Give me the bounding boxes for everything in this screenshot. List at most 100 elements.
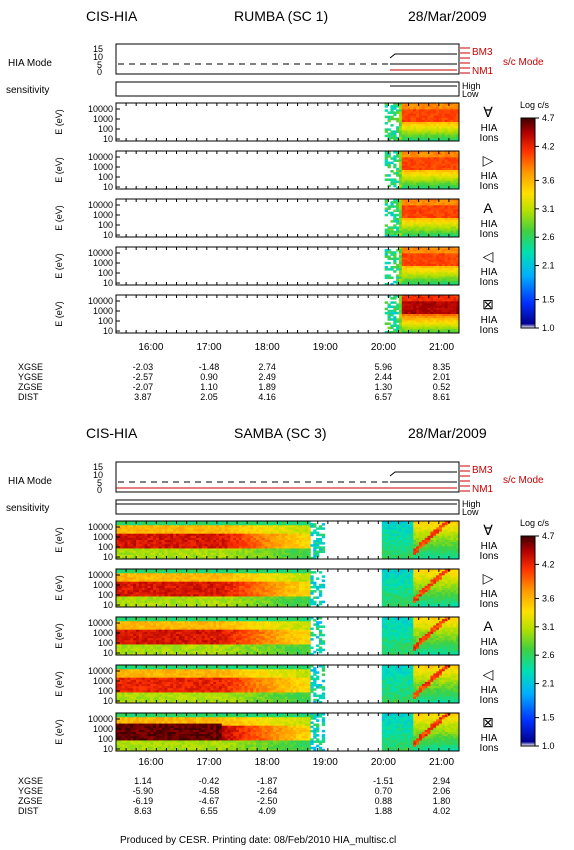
spectrogram-cell — [173, 529, 177, 532]
ephemeris-value: -2.57 — [133, 372, 154, 382]
spectrogram-cell — [444, 165, 448, 169]
spectrogram-cell — [130, 525, 134, 528]
spectrogram-cell — [444, 318, 448, 321]
spectrogram-cell — [387, 155, 391, 158]
spectrogram-cell — [444, 186, 448, 190]
energy-axis-label: E (eV) — [54, 527, 64, 553]
spectrogram-cell — [438, 257, 443, 261]
spectrogram-cell — [456, 153, 460, 156]
spectrogram-cell — [441, 165, 446, 169]
spectrogram-cell — [447, 124, 451, 127]
spectrogram-cell — [153, 552, 157, 556]
spectrogram-cell — [447, 174, 451, 177]
time-tick-label: 16:00 — [138, 342, 163, 353]
spectrogram-cell — [190, 531, 194, 535]
spectrogram-cell — [456, 328, 460, 332]
spectrogram-cell — [241, 554, 246, 558]
spectrogram-cell — [181, 550, 185, 554]
spectrogram-cell — [441, 111, 446, 114]
spectrogram-cell — [133, 537, 137, 541]
spectrogram-cell — [236, 537, 240, 541]
spectrogram-cell — [410, 165, 414, 169]
spectrogram-cell — [238, 546, 243, 549]
spectrogram-cell — [447, 165, 451, 169]
spectrogram-cell — [150, 550, 154, 554]
spectrogram-cell — [447, 228, 451, 232]
spectrogram-cell — [438, 109, 443, 112]
spectrogram-cell — [447, 172, 451, 175]
spectrogram-cell — [236, 550, 240, 554]
spectrogram-cell — [216, 523, 220, 526]
spectrogram-cell — [393, 215, 397, 219]
spectrogram-cell — [167, 521, 171, 524]
spectrogram-cell — [456, 132, 460, 136]
spectrogram-cell — [401, 151, 406, 154]
spectrogram-cell — [401, 324, 406, 328]
spectrogram-cell — [424, 266, 428, 269]
spectrogram-cell — [444, 159, 448, 162]
spectrogram-cell — [384, 130, 388, 133]
spectrogram-cell — [418, 274, 423, 277]
spectrogram-cell — [396, 303, 400, 306]
spectrogram-cell — [433, 161, 437, 165]
spectrogram-cell — [170, 521, 174, 524]
spectrogram-cell — [421, 301, 426, 304]
spectrogram-cell — [401, 297, 406, 300]
spectrogram-cell — [433, 151, 437, 154]
spectrogram-cell — [133, 525, 137, 528]
spectrogram-cell — [444, 224, 448, 227]
spectrogram-cell — [178, 521, 183, 524]
spectrogram-cell — [398, 226, 403, 229]
spectrogram-cell — [438, 111, 443, 114]
spectrogram-cell — [430, 314, 434, 317]
spectrogram-cell — [444, 157, 448, 160]
spectrogram-cell — [173, 542, 177, 545]
instrument-title: CIS-HIA — [86, 8, 138, 24]
spectrogram-cell — [233, 548, 237, 551]
spectrogram-cell — [398, 213, 403, 217]
spectrogram-cell — [441, 211, 446, 215]
spectrogram-cell — [416, 136, 420, 140]
spectrogram-cell — [190, 546, 194, 549]
spectrogram-cell — [384, 255, 388, 258]
spectrogram-cell — [436, 199, 440, 202]
spectrogram-cell — [210, 521, 214, 524]
spectrogram-cell — [427, 161, 431, 165]
spectrogram-cell — [433, 224, 437, 227]
spectrogram-cell — [396, 249, 400, 252]
spectrogram-cell — [390, 305, 394, 309]
spectrogram-cell — [418, 307, 423, 311]
spectrogram-cell — [407, 105, 411, 108]
spectrogram-cell — [404, 126, 408, 129]
spectrogram-cell — [427, 316, 431, 319]
spectrogram-cell — [444, 266, 448, 269]
spectrogram-cell — [253, 544, 257, 547]
spectrogram-cell — [416, 268, 420, 271]
spectrogram-cell — [418, 211, 423, 215]
spectrogram-cell — [116, 523, 120, 526]
spectrogram-cell — [430, 297, 434, 300]
spectrogram-cell — [401, 305, 406, 309]
spectrogram-cell — [450, 247, 454, 250]
spectrogram-cell — [453, 136, 457, 140]
spectrogram-cell — [416, 263, 420, 267]
spectrogram-cell — [404, 211, 408, 215]
spectrogram-cell — [233, 535, 237, 539]
spectrogram-cell — [410, 266, 414, 269]
spectrogram-cell — [170, 554, 174, 558]
spectrogram-cell — [161, 540, 165, 543]
spectrogram-cell — [410, 274, 414, 277]
spectrogram-cell — [396, 126, 400, 129]
spectrogram-cell — [196, 550, 200, 554]
spectrogram-cell — [444, 295, 448, 298]
spectrogram-cell — [164, 533, 168, 537]
spectrogram-cell — [424, 167, 428, 171]
spectrogram-cell — [456, 278, 460, 282]
spectrogram-cell — [418, 326, 423, 330]
spectrogram-cell — [438, 230, 443, 234]
spectrogram-cell — [456, 316, 460, 319]
spectrogram-cell — [456, 253, 460, 256]
spectrogram-cell — [204, 544, 208, 547]
spectrogram-cell — [416, 222, 420, 225]
spectrogram-cell — [238, 525, 243, 528]
